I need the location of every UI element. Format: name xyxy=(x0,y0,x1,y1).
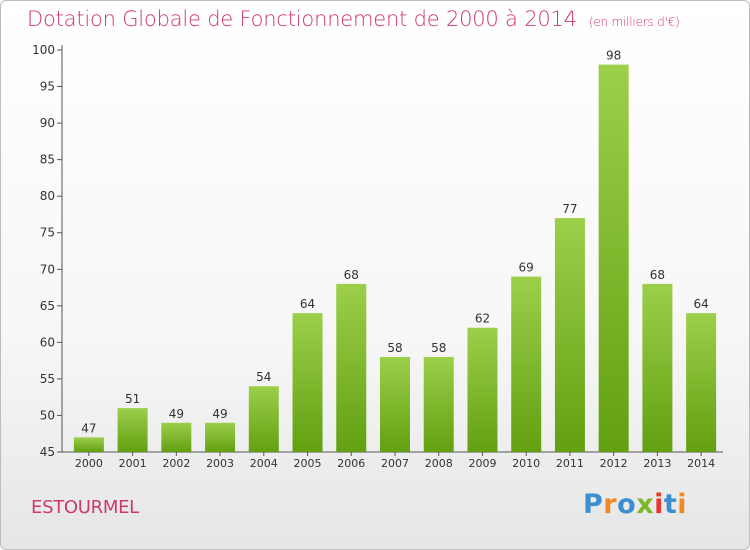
x-tick-label-2006: 2006 xyxy=(337,457,365,470)
chart-title-text: Dotation Globale de Fonctionnement de 20… xyxy=(27,7,577,31)
bar-2006 xyxy=(336,283,367,452)
y-tick-label: 85 xyxy=(40,153,55,167)
x-tick-label-2002: 2002 xyxy=(162,457,190,470)
x-tick-label-2011: 2011 xyxy=(556,457,584,470)
proxiti-logo: Proxiti xyxy=(583,489,688,520)
bar-2000 xyxy=(73,437,104,452)
y-tick-label: 100 xyxy=(32,43,55,57)
chart-unit: (en milliers d'€) xyxy=(588,15,680,29)
chart-bars xyxy=(73,64,717,453)
data-label-2008: 58 xyxy=(431,341,446,355)
bar-2001 xyxy=(117,408,148,452)
commune-name: ESTOURMEL xyxy=(31,497,139,518)
x-tick-label-2001: 2001 xyxy=(119,457,147,470)
data-label-2009: 62 xyxy=(475,312,490,326)
y-tick-label: 45 xyxy=(40,445,55,459)
x-tick-label-2007: 2007 xyxy=(381,457,409,470)
bar-2007 xyxy=(380,356,410,452)
data-label-2005: 64 xyxy=(300,297,315,311)
data-label-2014: 64 xyxy=(693,297,708,311)
y-tick-label: 75 xyxy=(40,226,55,240)
data-label-2000: 47 xyxy=(81,421,96,435)
bar-2003 xyxy=(205,422,236,452)
data-label-2007: 58 xyxy=(387,341,402,355)
x-tick-label-2003: 2003 xyxy=(206,457,234,470)
x-tick-label-2000: 2000 xyxy=(75,457,103,470)
data-label-2006: 68 xyxy=(344,268,359,282)
data-label-2002: 49 xyxy=(169,407,184,421)
bar-2009 xyxy=(467,327,498,452)
chart-axes: 45 50 55 60 65 70 75 80 85 90 95 100 xyxy=(32,43,723,459)
bar-2010 xyxy=(511,276,542,452)
x-tick-label-2008: 2008 xyxy=(425,457,453,470)
bar-2014 xyxy=(686,313,717,452)
x-tick-label-2014: 2014 xyxy=(687,457,715,470)
data-label-2012: 98 xyxy=(606,49,621,63)
x-tick-label-2009: 2009 xyxy=(468,457,496,470)
y-tick-label: 70 xyxy=(40,262,55,276)
y-tick-label: 95 xyxy=(40,80,55,94)
data-label-2001: 51 xyxy=(125,392,140,406)
bar-2013 xyxy=(642,283,673,452)
data-label-2010: 69 xyxy=(519,261,534,275)
x-tick-label-2012: 2012 xyxy=(600,457,628,470)
data-label-2003: 49 xyxy=(212,407,227,421)
y-tick-label: 60 xyxy=(40,335,55,349)
data-label-2011: 77 xyxy=(562,202,577,216)
x-tick-label-2010: 2010 xyxy=(512,457,540,470)
chart-labels: 47 2000 51 2001 49 2002 49 2003 54 2004 64 2005 68 20… xyxy=(75,49,715,470)
data-label-2004: 54 xyxy=(256,370,271,384)
y-tick-label: 80 xyxy=(40,189,55,203)
y-tick-label: 50 xyxy=(40,408,55,422)
bar-2004 xyxy=(248,386,279,452)
chart-title: Dotation Globale de Fonctionnement de 20… xyxy=(27,7,680,31)
bar-2002 xyxy=(161,422,192,452)
bar-2011 xyxy=(554,218,585,452)
bar-2012 xyxy=(598,64,629,453)
y-tick-label: 90 xyxy=(40,116,55,130)
data-label-2013: 68 xyxy=(650,268,665,282)
bar-2008 xyxy=(423,356,454,452)
x-tick-label-2005: 2005 xyxy=(294,457,322,470)
y-tick-label: 55 xyxy=(40,372,55,386)
bar-2005 xyxy=(292,313,323,452)
x-tick-label-2013: 2013 xyxy=(643,457,671,470)
y-tick-label: 65 xyxy=(40,299,55,313)
x-tick-label-2004: 2004 xyxy=(250,457,278,470)
